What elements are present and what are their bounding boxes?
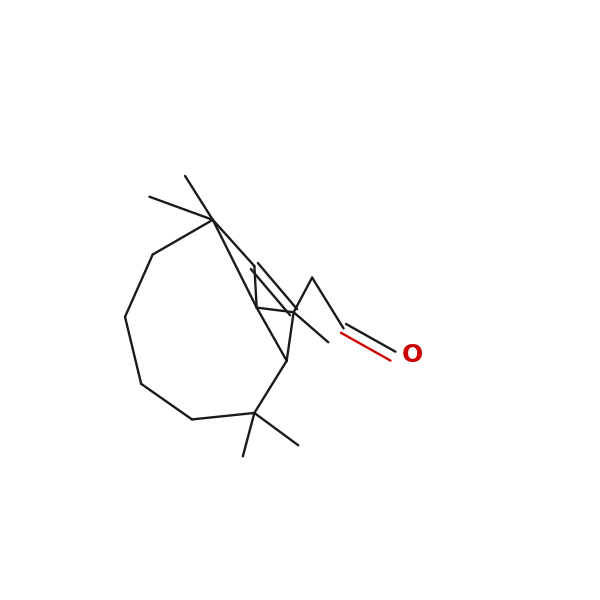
Text: O: O — [402, 343, 423, 367]
